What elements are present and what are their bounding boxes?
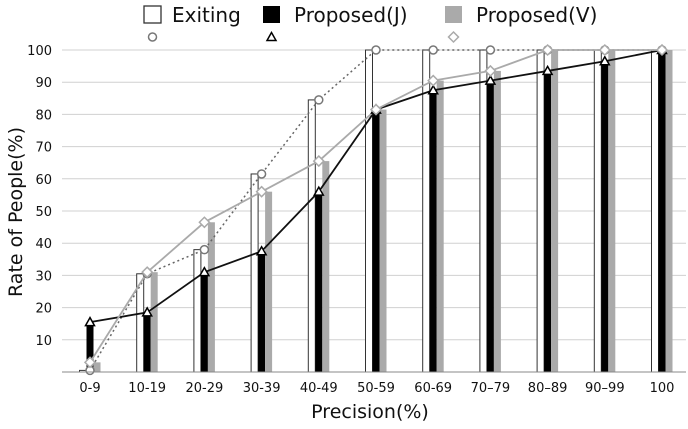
x-tick-label: 60-69 [414, 381, 452, 396]
point-proposedj-8 [541, 64, 554, 76]
bar-proposedv-4 [322, 161, 330, 372]
legend-swatch-0 [143, 5, 162, 24]
bar-proposedv-3 [265, 191, 273, 372]
point-proposedv-1 [141, 266, 154, 279]
bar-exiting-3 [250, 173, 259, 373]
bar-proposedj-2 [200, 272, 208, 372]
point-proposedv-5 [369, 103, 383, 116]
x-tick-labels: 0-9 10-19 20-29 30-39 40-49 50-59 60-69 70–79 80… [79, 381, 674, 396]
point-exiting-6 [428, 45, 438, 55]
point-proposedv-9 [598, 43, 611, 57]
bar-proposedv-10 [665, 50, 673, 372]
bar-proposedj-3 [258, 251, 266, 372]
point-exiting-5 [371, 45, 381, 55]
bar-proposedv-5 [379, 109, 387, 372]
point-exiting-4 [314, 95, 324, 105]
legend-marker-2 [447, 30, 460, 44]
point-proposedv-0 [83, 356, 97, 369]
point-proposedj-4 [313, 185, 325, 196]
bar-exiting-4 [307, 99, 316, 373]
point-proposedj-3 [255, 245, 268, 256]
bar-exiting-2 [193, 249, 202, 373]
y-tick-label: 80 [35, 108, 52, 123]
point-proposedv-6 [427, 74, 440, 87]
legend-swatch-1 [263, 6, 280, 23]
legend: Exiting Proposed(J) Proposed(V) [143, 3, 597, 44]
legend-label-1: Proposed(J) [294, 3, 408, 27]
x-tick-label: 40-49 [300, 381, 338, 396]
legend-marker-1 [265, 30, 278, 42]
x-tick-label: 90–99 [585, 381, 625, 396]
point-proposedj-9 [599, 55, 611, 66]
point-proposedj-6 [427, 84, 439, 95]
point-exiting-7 [485, 45, 496, 55]
y-tick-label: 10 [35, 334, 52, 349]
point-exiting-2 [199, 244, 210, 255]
point-proposedv-7 [484, 64, 497, 77]
legend-swatch-2 [445, 6, 462, 23]
bar-exiting-7 [479, 49, 488, 373]
y-tick-label: 60 [35, 173, 52, 188]
x-tick-label: 100 [650, 381, 675, 396]
bar-exiting-5 [365, 49, 373, 373]
x-tick-label: 80–89 [528, 381, 568, 396]
bar-proposedv-6 [436, 80, 444, 372]
y-tick-label: 100 [27, 44, 52, 59]
bar-proposedj-8 [544, 70, 552, 373]
point-proposedv-8 [541, 43, 554, 57]
x-tick-label: 10-19 [128, 381, 166, 396]
bar-exiting-10 [651, 49, 659, 373]
y-tick-label: 30 [35, 269, 52, 284]
bar-proposedj-4 [315, 191, 323, 372]
bar-proposedj-6 [429, 90, 437, 372]
bar-proposedj-1 [143, 312, 151, 372]
x-tick-label: 30-39 [243, 381, 281, 396]
point-proposedj-7 [484, 74, 497, 85]
point-proposedv-4 [312, 155, 325, 168]
x-tick-label: 0-9 [79, 381, 100, 396]
x-tick-label: 70–79 [471, 381, 511, 396]
x-axis-label: Precision(%) [311, 401, 429, 423]
y-axis-label: Rate of People(%) [5, 127, 27, 297]
y-tick-label: 40 [35, 237, 52, 252]
legend-label-0: Exiting [172, 3, 241, 27]
y-tick-label: 90 [35, 76, 52, 91]
bar-proposedv-9 [608, 50, 616, 372]
x-tick-label: 20-29 [186, 381, 224, 396]
point-proposedj-0 [84, 316, 96, 327]
bar-proposedj-10 [658, 50, 666, 372]
y-tick-label: 70 [35, 141, 52, 156]
bar-proposedj-9 [601, 61, 609, 373]
bar-proposedv-7 [493, 70, 501, 373]
y-tick-label: 20 [35, 302, 52, 317]
point-proposedj-1 [141, 306, 153, 317]
bar-proposedj-5 [372, 109, 380, 372]
legend-label-2: Proposed(V) [476, 3, 597, 27]
bar-exiting-8 [536, 49, 545, 373]
point-exiting-3 [256, 169, 267, 179]
bar-proposedv-1 [150, 272, 158, 372]
bar-exiting-6 [422, 49, 431, 373]
bar-proposedv-0 [93, 362, 101, 372]
point-proposedv-3 [255, 185, 268, 198]
point-proposedj-2 [198, 266, 211, 277]
y-tick-label: 50 [35, 205, 52, 220]
point-proposedv-10 [655, 43, 669, 57]
bar-proposedj-7 [486, 80, 494, 372]
point-proposedv-2 [198, 216, 211, 229]
bar-exiting-9 [593, 49, 602, 373]
legend-marker-0 [147, 32, 158, 42]
bar-proposedj-0 [86, 322, 94, 372]
x-tick-label: 50-59 [357, 381, 395, 396]
bar-proposedv-8 [551, 50, 559, 372]
y-tick-labels: 10 20 30 40 50 60 70 80 90 100 [27, 44, 52, 349]
bar-proposedv-2 [207, 222, 215, 372]
